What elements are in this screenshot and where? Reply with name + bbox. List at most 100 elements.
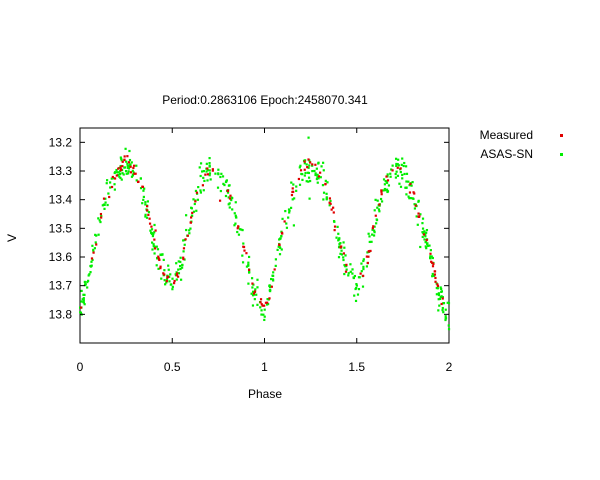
measured-point	[396, 166, 399, 169]
measured-point	[371, 227, 374, 230]
measured-point	[100, 216, 103, 219]
measured-point	[259, 301, 262, 304]
asassn-point	[295, 185, 298, 188]
asassn-point	[304, 159, 307, 162]
asassn-point	[95, 234, 98, 237]
asassn-point	[382, 189, 385, 192]
measured-point	[440, 302, 443, 306]
asassn-point	[403, 161, 406, 165]
asassn-point	[309, 179, 312, 183]
measured-point	[372, 225, 375, 228]
asassn-point	[395, 170, 398, 173]
asassn-point	[349, 263, 352, 266]
asassn-point	[112, 177, 115, 180]
asassn-point	[79, 311, 82, 314]
measured-point	[385, 175, 388, 178]
measured-point	[367, 255, 370, 258]
asassn-point	[142, 189, 145, 192]
asassn-point	[301, 178, 304, 181]
asassn-point	[314, 172, 317, 175]
asassn-point	[205, 162, 208, 165]
asassn-point	[390, 168, 393, 171]
asassn-point	[322, 198, 325, 201]
asassn-point	[179, 264, 182, 268]
asassn-point	[351, 272, 354, 275]
measured-point	[429, 252, 432, 255]
asassn-point	[202, 189, 205, 192]
asassn-point	[254, 288, 257, 291]
asassn-point	[183, 258, 186, 261]
measured-point	[159, 267, 162, 270]
asassn-point	[316, 176, 319, 179]
measured-point	[80, 306, 83, 309]
asassn-point	[292, 224, 295, 227]
asassn-point	[301, 173, 304, 176]
asassn-point	[153, 252, 156, 255]
measured-point	[366, 261, 369, 265]
asassn-point	[307, 136, 310, 139]
asassn-point	[438, 304, 441, 307]
asassn-point	[278, 245, 281, 248]
asassn-point	[276, 248, 279, 251]
asassn-point	[126, 166, 129, 169]
asassn-point	[343, 264, 346, 267]
asassn-point	[338, 238, 341, 241]
asassn-point	[280, 235, 283, 238]
asassn-point	[347, 272, 350, 275]
asassn-point	[349, 270, 352, 273]
asassn-point	[144, 203, 147, 206]
asassn-point	[162, 258, 165, 262]
asassn-point	[373, 209, 376, 212]
measured-point	[173, 279, 176, 283]
asassn-point	[195, 209, 198, 212]
asassn-point	[153, 223, 156, 227]
measured-point	[409, 182, 412, 186]
asassn-point	[319, 176, 322, 179]
measured-point	[306, 166, 309, 169]
asassn-point	[156, 257, 159, 260]
asassn-point	[320, 165, 323, 168]
asassn-point	[94, 241, 97, 244]
asassn-point	[421, 222, 424, 225]
asassn-point	[424, 234, 427, 237]
measured-point	[99, 212, 103, 216]
asassn-point	[155, 264, 158, 267]
measured-point	[365, 255, 368, 258]
measured-point	[430, 260, 433, 263]
asassn-point	[446, 301, 449, 304]
asassn-point	[416, 223, 419, 226]
measured-point	[253, 290, 257, 293]
asassn-point	[171, 277, 174, 280]
asassn-point	[408, 184, 411, 187]
asassn-point	[139, 187, 143, 190]
asassn-point	[220, 172, 223, 175]
asassn-point	[182, 239, 185, 242]
asassn-point	[441, 306, 444, 310]
asassn-point	[397, 158, 400, 161]
asassn-point	[432, 274, 436, 277]
measured-point	[329, 202, 332, 205]
asassn-point	[395, 164, 398, 167]
asassn-point	[150, 231, 153, 234]
asassn-point	[188, 232, 191, 235]
measured-point	[159, 265, 162, 268]
measured-point	[175, 274, 178, 277]
asassn-point	[290, 206, 293, 209]
measured-point	[129, 171, 133, 174]
measured-point	[211, 168, 214, 171]
asassn-point	[113, 188, 116, 191]
measured-point	[280, 231, 284, 234]
measured-point	[226, 189, 230, 192]
asassn-point	[357, 276, 361, 279]
asassn-point	[325, 192, 328, 195]
measured-point	[261, 304, 264, 307]
asassn-point	[362, 258, 365, 261]
asassn-point	[121, 172, 124, 175]
asassn-point	[103, 203, 106, 206]
measured-point	[369, 249, 372, 253]
measured-point	[176, 275, 180, 278]
asassn-point	[115, 168, 118, 172]
asassn-point	[426, 244, 429, 247]
asassn-point	[347, 274, 350, 277]
asassn-point	[437, 298, 440, 301]
